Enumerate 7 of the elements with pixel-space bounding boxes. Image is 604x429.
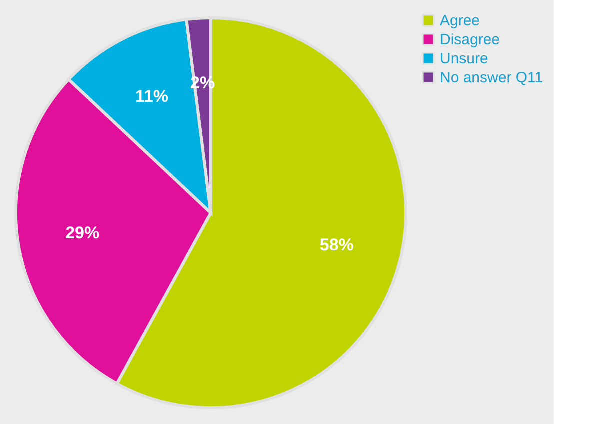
legend-label: Unsure xyxy=(440,50,488,68)
legend-label: Disagree xyxy=(440,32,500,48)
data-label: 11% xyxy=(135,87,169,106)
data-label: 29% xyxy=(66,223,100,242)
legend-label: No answer Q11 xyxy=(440,70,544,86)
legend-label: Agree xyxy=(440,12,480,30)
data-label: 58% xyxy=(320,235,354,254)
